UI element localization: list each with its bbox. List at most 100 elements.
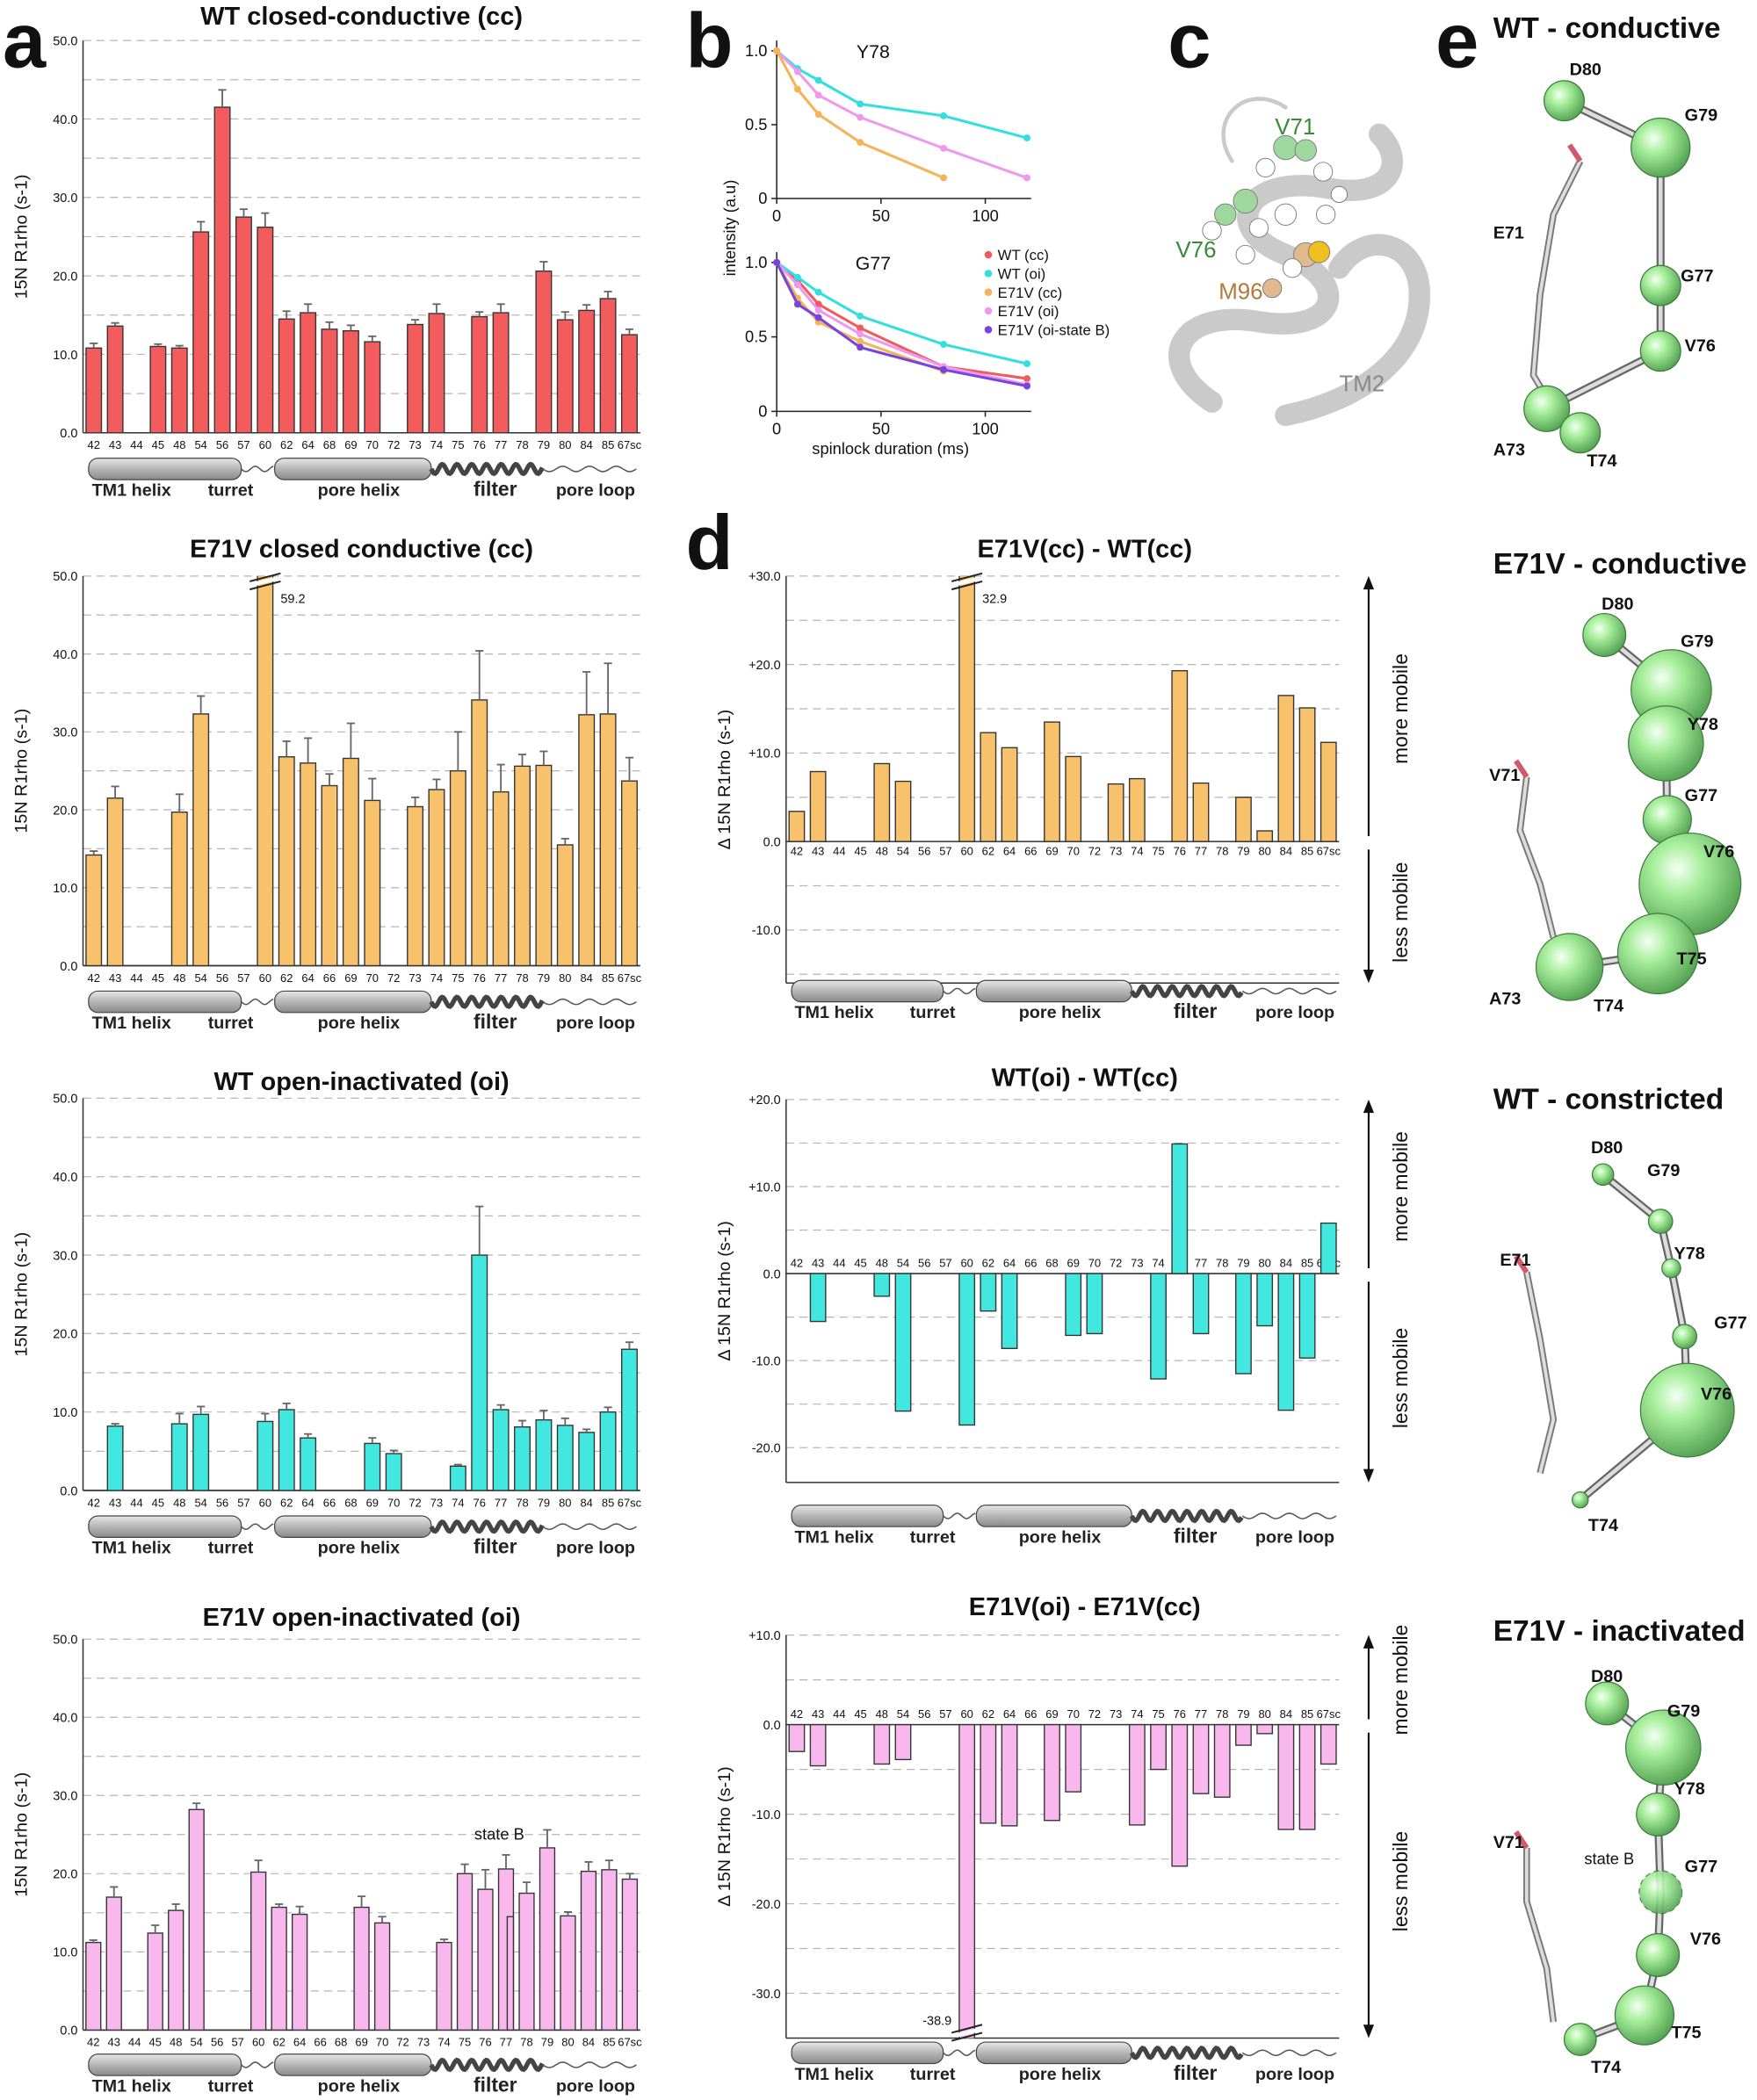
x-tick-label: 45 xyxy=(152,1496,164,1509)
x-tick-label: 85 xyxy=(1301,1256,1313,1269)
bar xyxy=(1065,755,1082,842)
atom-sphere xyxy=(1628,705,1704,782)
x-tick-label: 74 xyxy=(1131,844,1143,857)
topology-label: pore helix xyxy=(318,1539,401,1558)
y-tick-label: -30.0 xyxy=(752,1988,781,2002)
atom-sphere xyxy=(1647,1209,1674,1234)
x-tick-label: 72 xyxy=(396,2036,409,2049)
data-point xyxy=(1023,360,1030,368)
x-tick-label: 42 xyxy=(87,2036,99,2049)
axis-break xyxy=(951,572,983,582)
turret-loop xyxy=(943,987,976,995)
bar xyxy=(1192,1723,1210,1794)
bar xyxy=(809,1723,827,1767)
x-tick-label: 73 xyxy=(409,971,421,985)
y-tick-label: 40.0 xyxy=(53,1712,77,1726)
x-tick-label: 66 xyxy=(1024,1256,1037,1269)
break-gap xyxy=(955,2028,979,2038)
loop xyxy=(1221,97,1288,163)
x-tick-label: 80 xyxy=(559,971,571,985)
x-tick-label: 62 xyxy=(982,844,994,857)
x-tick-label: 68 xyxy=(1045,1256,1058,1269)
bar xyxy=(788,1723,806,1752)
x-tick-label: 57 xyxy=(231,2036,243,2049)
x-tick-label: 69 xyxy=(355,2036,367,2049)
data-point xyxy=(857,113,864,121)
axis-break xyxy=(249,572,281,582)
x-tick-label: 69 xyxy=(1045,844,1058,857)
bar xyxy=(385,1453,402,1491)
x-tick-label: 45 xyxy=(854,844,866,857)
x-tick-label: 48 xyxy=(173,971,185,985)
helix-ribbon xyxy=(1168,123,1403,413)
chart-title: E71V(oi) - E71V(cc) xyxy=(969,1593,1201,1621)
atom-sphere xyxy=(1582,612,1627,657)
residue-label: D80 xyxy=(1602,595,1633,614)
atom-sphere xyxy=(1639,330,1681,372)
bar xyxy=(321,784,338,966)
x-tick-label: 0 xyxy=(772,419,781,437)
x-tick-label: 79 xyxy=(538,1496,550,1509)
x-tick-label: 70 xyxy=(366,438,379,451)
y-tick-label: 10.0 xyxy=(53,1406,77,1420)
x-tick-label: 56 xyxy=(216,971,228,985)
bar xyxy=(1256,1723,1274,1735)
x-tick-label: 69 xyxy=(344,971,357,985)
topology-label: turret xyxy=(208,480,254,500)
x-tick-label: 74 xyxy=(1131,1707,1143,1721)
y-tick-label: 50.0 xyxy=(53,34,77,48)
data-point xyxy=(773,258,781,266)
panel-label: b xyxy=(685,0,733,84)
data-point xyxy=(1023,382,1030,390)
pore-loop xyxy=(542,1523,637,1530)
y-tick-label: -10.0 xyxy=(752,1808,781,1822)
y-tick-label: +20.0 xyxy=(748,659,781,673)
bar xyxy=(980,1273,997,1312)
x-tick-label: 72 xyxy=(1088,844,1101,857)
x-tick-label: 76 xyxy=(474,1496,486,1509)
break-gap xyxy=(253,576,277,587)
x-tick-label: 78 xyxy=(1216,844,1228,857)
topology-label: pore helix xyxy=(1019,1527,1102,1547)
x-tick-label: 76 xyxy=(1174,1707,1186,1721)
topology-label: turret xyxy=(910,2065,956,2084)
x-tick-label: 67sc xyxy=(618,1496,642,1509)
atom-sphere xyxy=(1312,162,1334,182)
chart-title: WT(oi) - WT(cc) xyxy=(992,1064,1178,1093)
atom-sphere xyxy=(1625,1709,1702,1786)
x-tick-label: 54 xyxy=(190,2036,202,2049)
bar xyxy=(492,312,510,433)
residue-label: G79 xyxy=(1681,632,1713,652)
x-tick-label: 76 xyxy=(474,438,486,451)
x-tick-label: 57 xyxy=(939,844,951,857)
structure-title: E71V - conductive xyxy=(1493,548,1747,581)
bar xyxy=(1065,1723,1082,1793)
topology-label: pore helix xyxy=(318,480,401,500)
legend-label: E71V (oi) xyxy=(998,303,1059,320)
turret-loop xyxy=(241,1523,274,1530)
x-tick-label: 45 xyxy=(152,438,164,451)
bar xyxy=(353,1906,370,2031)
fit-line xyxy=(776,261,1028,386)
y-tick-label: 10.0 xyxy=(53,1946,77,1960)
x-tick-label: 72 xyxy=(387,971,400,985)
bar xyxy=(809,1273,827,1323)
x-tick-label: 60 xyxy=(960,1256,972,1269)
tm1-helix xyxy=(88,458,242,480)
topology-label: turret xyxy=(910,1003,956,1022)
residue-label: T75 xyxy=(1671,2023,1701,2042)
topology-label: pore loop xyxy=(556,480,635,500)
bar xyxy=(514,765,531,966)
bar xyxy=(788,811,806,842)
atom-sphere xyxy=(1255,157,1276,178)
x-tick-label: 85 xyxy=(1301,844,1313,857)
topology-label: pore loop xyxy=(556,1539,635,1558)
x-tick-label: 45 xyxy=(149,2036,162,2049)
y-tick-label: 0.0 xyxy=(763,835,781,849)
x-tick-label: 56 xyxy=(216,1496,228,1509)
bar xyxy=(278,756,295,966)
pore-helix xyxy=(274,458,432,480)
residue-label: G79 xyxy=(1647,1161,1680,1180)
pore-loop xyxy=(542,998,637,1006)
